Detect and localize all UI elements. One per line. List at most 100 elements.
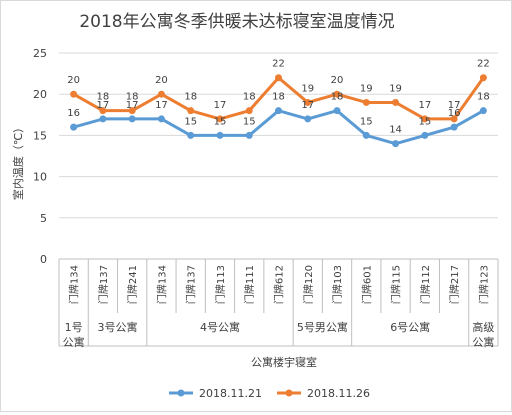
group-label: 高级 bbox=[472, 320, 494, 334]
data-point bbox=[128, 107, 136, 115]
data-point bbox=[362, 131, 370, 139]
data-point bbox=[99, 115, 107, 123]
group-label: 6号公寓 bbox=[390, 320, 430, 334]
data-label: 17 bbox=[126, 100, 139, 111]
y-tick-label: 15 bbox=[33, 129, 47, 142]
data-label: 15 bbox=[214, 116, 227, 127]
group-label: 1号 bbox=[65, 321, 83, 334]
data-point bbox=[128, 115, 136, 123]
y-tick-label: 10 bbox=[33, 171, 47, 184]
data-point bbox=[187, 107, 195, 115]
data-point bbox=[362, 98, 370, 106]
data-point bbox=[479, 74, 487, 82]
data-point bbox=[421, 131, 429, 139]
group-label: 4号公寓 bbox=[200, 320, 240, 334]
data-label: 18 bbox=[126, 92, 139, 103]
data-point bbox=[275, 107, 282, 115]
data-label: 17 bbox=[97, 100, 110, 111]
chart-title: 2018年公寓冬季供暖未达标寝室温度情况 bbox=[79, 11, 394, 32]
data-point bbox=[304, 98, 312, 106]
data-point bbox=[70, 123, 78, 131]
data-point bbox=[392, 140, 400, 148]
data-point bbox=[245, 107, 253, 115]
data-point bbox=[99, 107, 107, 115]
data-label: 18 bbox=[477, 92, 490, 103]
y-tick-label: 25 bbox=[33, 47, 47, 60]
data-point bbox=[216, 131, 224, 139]
data-point bbox=[304, 115, 312, 123]
x-tick-label: 门牌137 bbox=[97, 265, 110, 304]
x-tick-label: 门牌103 bbox=[331, 265, 344, 304]
series-lines bbox=[70, 74, 487, 148]
data-label: 17 bbox=[301, 100, 314, 111]
group-label: 3号公寓 bbox=[98, 320, 138, 334]
axes: 0 5 10 15 20 25 门牌134 门牌137 门牌241 门牌134 门牌137 门牌113… bbox=[33, 47, 499, 349]
data-label: 17 bbox=[214, 100, 227, 111]
data-label: 19 bbox=[301, 83, 314, 94]
data-label: 17 bbox=[155, 100, 168, 111]
data-label: 15 bbox=[418, 116, 431, 127]
data-label: 15 bbox=[243, 116, 256, 127]
legend-label: 2018.11.26 bbox=[307, 387, 370, 400]
data-point bbox=[392, 98, 400, 106]
data-point bbox=[245, 131, 253, 139]
y-axis-title: 室内温度（℃） bbox=[11, 122, 25, 200]
x-tick-label: 门牌601 bbox=[360, 265, 373, 304]
data-label: 18 bbox=[97, 92, 110, 103]
data-label: 17 bbox=[418, 100, 431, 111]
data-point bbox=[479, 107, 487, 115]
group-label: 公寓 bbox=[472, 335, 494, 349]
legend-label: 2018.11.21 bbox=[199, 387, 262, 400]
x-tick-label: 门牌112 bbox=[419, 265, 432, 304]
gridlines bbox=[59, 52, 498, 219]
x-axis-title: 公寓楼宇寝室 bbox=[251, 355, 317, 369]
data-label: 19 bbox=[360, 83, 373, 94]
data-label: 22 bbox=[477, 59, 490, 70]
x-tick-label: 门牌111 bbox=[243, 265, 256, 304]
data-label: 18 bbox=[272, 92, 285, 103]
x-tick-label: 门牌134 bbox=[155, 265, 168, 304]
data-label: 16 bbox=[448, 108, 461, 119]
x-tick-label: 门牌123 bbox=[477, 265, 490, 304]
data-label: 15 bbox=[360, 116, 373, 127]
x-tick-label: 门牌120 bbox=[302, 265, 315, 304]
group-label: 5号男公寓 bbox=[297, 320, 348, 334]
data-point bbox=[333, 107, 341, 115]
data-label: 18 bbox=[331, 92, 344, 103]
x-tick-label: 门牌115 bbox=[390, 265, 403, 304]
data-label: 20 bbox=[67, 75, 80, 86]
x-tick-label: 门牌217 bbox=[448, 265, 461, 304]
data-label: 22 bbox=[272, 59, 285, 70]
legend-marker bbox=[177, 389, 185, 397]
data-label: 18 bbox=[243, 92, 256, 103]
data-label: 20 bbox=[331, 75, 344, 86]
x-tick-label: 门牌134 bbox=[68, 265, 81, 304]
data-point bbox=[157, 90, 165, 98]
data-point bbox=[187, 131, 195, 139]
x-tick-label: 门牌137 bbox=[185, 265, 198, 304]
data-label: 15 bbox=[184, 116, 197, 127]
data-label: 16 bbox=[67, 108, 80, 119]
data-label: 20 bbox=[155, 75, 168, 86]
data-point bbox=[450, 123, 458, 131]
data-point bbox=[275, 74, 282, 82]
data-label: 18 bbox=[184, 92, 197, 103]
y-tick-label: 0 bbox=[40, 253, 47, 266]
data-label: 17 bbox=[448, 100, 461, 111]
data-point bbox=[216, 115, 224, 123]
data-label: 14 bbox=[389, 125, 402, 136]
legend: 2018.11.21 2018.11.26 bbox=[169, 387, 370, 400]
y-tick-label: 20 bbox=[33, 88, 47, 101]
y-tick-label: 5 bbox=[40, 212, 47, 225]
data-point bbox=[450, 115, 458, 123]
x-tick-label: 门牌612 bbox=[273, 265, 286, 304]
legend-marker bbox=[285, 389, 293, 397]
x-tick-label: 门牌113 bbox=[214, 265, 227, 304]
data-point bbox=[333, 90, 341, 98]
data-point bbox=[70, 90, 78, 98]
data-point bbox=[421, 115, 429, 123]
data-point bbox=[157, 115, 165, 123]
